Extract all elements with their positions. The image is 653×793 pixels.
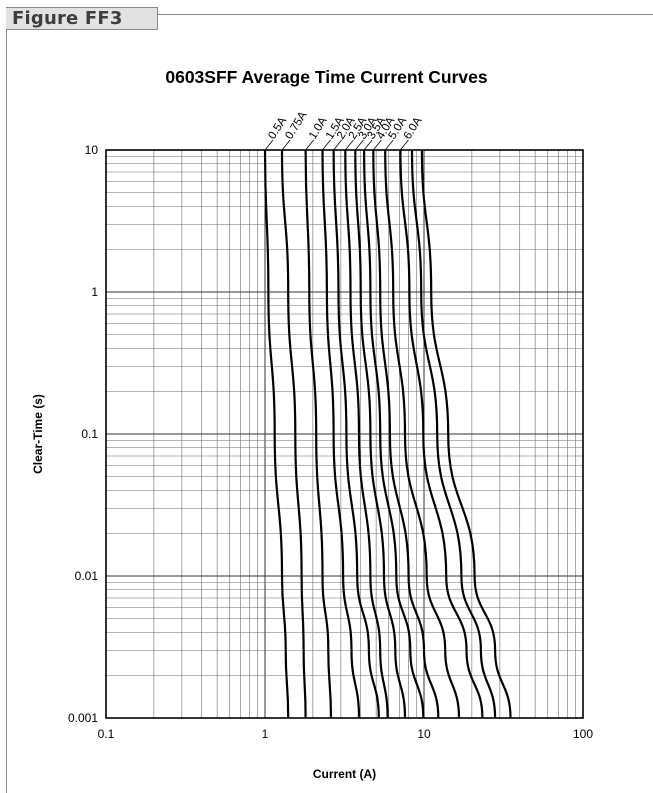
y-tick-label: 10: [85, 143, 99, 157]
curve-label-leader: [345, 139, 354, 151]
curve-1-0A: [304, 149, 333, 719]
tick-labels: 0.1 1 10 100 10 1 0.1 0.01 0.001: [68, 143, 593, 741]
curve-5-0A: [384, 149, 461, 719]
x-axis-label: Current (A): [313, 767, 376, 781]
curve-label-leader: [333, 139, 342, 151]
x-tick-label: 1: [262, 727, 269, 741]
curve-2-5A: [344, 149, 389, 719]
curve-label-leader: [305, 139, 314, 151]
chart-title: 0603SFF Average Time Current Curves: [165, 67, 488, 87]
curve-3-5A: [363, 149, 425, 719]
y-tick-label: 0.001: [68, 711, 98, 725]
curve-label-leader: [373, 139, 382, 151]
curve-0-5A: [263, 149, 290, 719]
curve-label-leader: [322, 139, 331, 151]
figure-label: Figure FF3: [12, 8, 123, 29]
x-tick-label: 100: [573, 727, 593, 741]
curves: [263, 149, 512, 719]
grid: [106, 150, 583, 718]
frame-left-rule: [6, 30, 7, 793]
curve-7-0A: [410, 149, 497, 719]
plot-border: [105, 149, 584, 719]
curve-label-leader: [363, 139, 373, 151]
curve-1-5A: [321, 149, 361, 719]
plot-frame: [105, 149, 584, 719]
curve-label-leader: [355, 139, 364, 151]
curve-label: 6.0A: [402, 115, 425, 142]
y-tick-label: 0.1: [81, 427, 98, 441]
curve-4-0A: [372, 149, 440, 719]
curve-label-leader: [400, 139, 409, 151]
frame-top-rule: [158, 14, 653, 15]
curve-label-leader: [384, 139, 394, 151]
curve-2-0A: [332, 149, 380, 719]
y-tick-label: 0.01: [75, 569, 99, 583]
y-axis-label: Clear-Time (s): [31, 394, 45, 474]
curve-0-75A: [280, 149, 307, 719]
x-tick-label: 0.1: [98, 727, 115, 741]
curve-label-leader: [281, 139, 291, 151]
curve-3-0A: [354, 149, 407, 719]
curve-6-0A: [399, 149, 484, 719]
curve-label-leader: [264, 139, 274, 151]
curve-8-0A: [420, 149, 512, 719]
curve-labels: 0.5A0.75A1.0A1.5A2.0A2.5A3.0A3.5A4.0A5.0…: [264, 109, 425, 151]
figure-label-tab: Figure FF3: [6, 7, 158, 30]
x-tick-label: 10: [417, 727, 431, 741]
y-tick-label: 1: [91, 285, 98, 299]
curve-label: 0.75A: [283, 109, 309, 141]
